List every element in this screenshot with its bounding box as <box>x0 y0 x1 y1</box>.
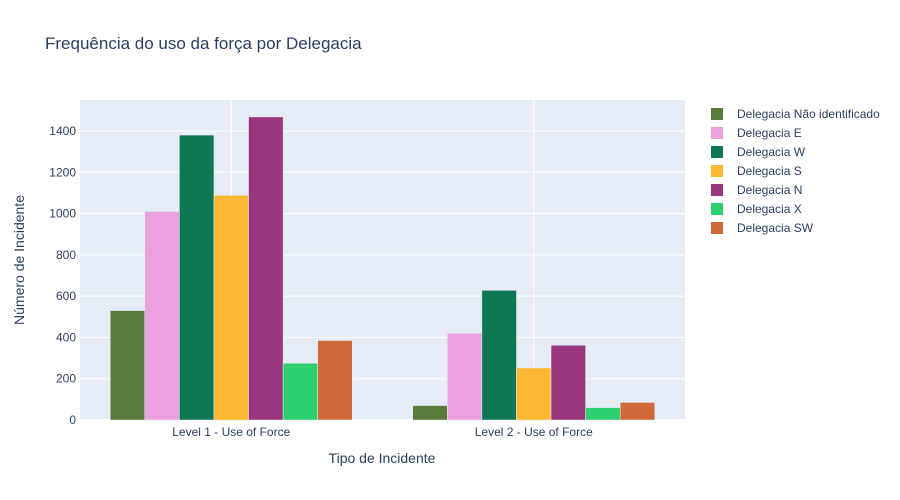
bars <box>110 116 656 421</box>
legend-item[interactable]: Delegacia X <box>706 199 880 218</box>
bar[interactable] <box>110 310 146 421</box>
y-tick-label: 400 <box>56 330 76 344</box>
legend-swatch <box>711 183 723 196</box>
y-tick-labels: 0 200 400 600 800 1000 1200 1400 <box>49 124 76 427</box>
legend-swatch <box>711 202 723 215</box>
bar[interactable] <box>213 195 249 421</box>
x-axis-title: Tipo de Incidente <box>329 450 436 466</box>
bar[interactable] <box>144 211 180 421</box>
legend-item[interactable]: Delegacia S <box>706 161 880 180</box>
x-tick-labels: Level 1 - Use of Force Level 2 - Use of F… <box>172 425 593 439</box>
bar[interactable] <box>248 116 284 421</box>
legend-swatch <box>711 164 723 177</box>
legend-label: Delegacia SW <box>737 220 814 235</box>
bar[interactable] <box>481 290 517 421</box>
bar[interactable] <box>412 405 448 421</box>
bar[interactable] <box>585 407 621 421</box>
y-tick-label: 1400 <box>49 124 76 138</box>
x-tick-label: Level 2 - Use of Force <box>475 425 593 439</box>
legend-label: Delegacia Não identificado <box>737 106 880 121</box>
legend-swatch <box>711 221 723 234</box>
y-tick-label: 1200 <box>49 165 76 179</box>
legend-item[interactable]: Delegacia SW <box>706 218 880 237</box>
legend-label: Delegacia W <box>737 144 806 159</box>
y-tick-label: 0 <box>69 413 76 427</box>
legend-label: Delegacia N <box>737 182 803 197</box>
legend-item[interactable]: Delegacia E <box>706 123 880 142</box>
y-tick-label: 1000 <box>49 207 76 221</box>
legend-label: Delegacia E <box>737 125 802 140</box>
bar[interactable] <box>282 362 318 421</box>
legend-item[interactable]: Delegacia Não identificado <box>706 104 880 123</box>
legend-swatch <box>711 145 723 158</box>
y-tick-label: 200 <box>56 372 76 386</box>
bar[interactable] <box>516 367 552 421</box>
legend-item[interactable]: Delegacia N <box>706 180 880 199</box>
legend-label: Delegacia S <box>737 163 802 178</box>
legend-label: Delegacia X <box>737 201 802 216</box>
bar[interactable] <box>317 340 353 421</box>
legend-item[interactable]: Delegacia W <box>706 142 880 161</box>
bar[interactable] <box>550 345 586 421</box>
y-tick-label: 600 <box>56 289 76 303</box>
x-tick-label: Level 1 - Use of Force <box>172 425 290 439</box>
bar[interactable] <box>619 402 656 421</box>
bar[interactable] <box>179 134 215 421</box>
legend-swatch <box>711 126 723 139</box>
bar[interactable] <box>447 333 483 421</box>
legend-swatch <box>711 107 723 120</box>
y-tick-label: 800 <box>56 248 76 262</box>
legend: Delegacia Não identificado Delegacia E Del… <box>706 104 880 237</box>
y-axis-title: Número de Incidente <box>11 195 27 325</box>
chart-title: Frequência do uso da força por Delegacia <box>45 34 362 53</box>
